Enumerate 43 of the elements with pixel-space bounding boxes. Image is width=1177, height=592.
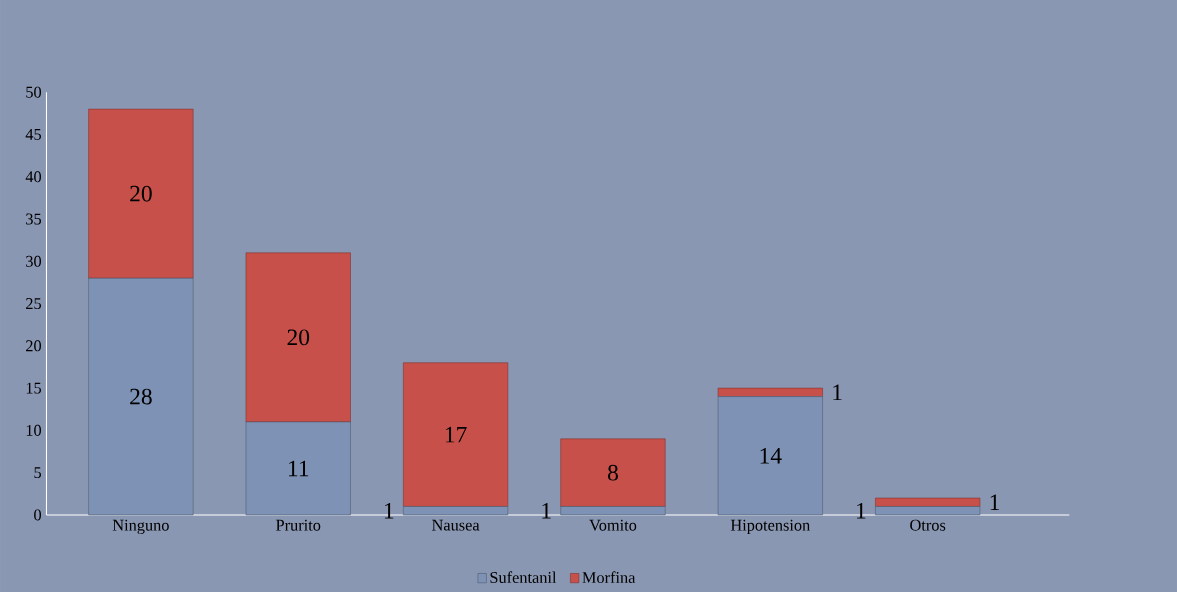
bar — [717, 396, 823, 516]
y-tick-label: 15 — [26, 382, 42, 394]
bar — [560, 438, 666, 507]
data-label: 14 — [760, 447, 782, 464]
bar — [717, 387, 823, 397]
x-tick-label: Vomito — [589, 519, 637, 531]
bar — [88, 108, 194, 279]
data-label: 17 — [445, 426, 467, 443]
data-label: 1 — [542, 502, 551, 519]
x-tick-label: Nausea — [432, 519, 480, 531]
bar — [403, 506, 509, 516]
data-label: 8 — [607, 464, 618, 481]
x-tick-label: Ninguno — [112, 519, 169, 534]
data-label: 1 — [857, 502, 866, 519]
data-label: 11 — [289, 460, 309, 477]
y-tick-label: 0 — [34, 509, 42, 521]
y-tick-label: 10 — [26, 424, 42, 436]
bar — [875, 497, 981, 507]
x-tick-label: Prurito — [276, 519, 321, 531]
y-tick-label: 30 — [26, 255, 42, 267]
data-label: 20 — [287, 329, 310, 346]
bar — [560, 506, 666, 516]
bar — [403, 362, 509, 507]
bar — [245, 421, 351, 516]
y-tick-label: 35 — [26, 213, 42, 225]
y-tick-label: 40 — [25, 171, 42, 183]
bar — [875, 506, 981, 516]
legend-label: Sufentanil — [490, 571, 557, 583]
data-label: 1 — [990, 494, 999, 510]
y-tick-label: 20 — [26, 340, 42, 352]
data-label: 1 — [833, 384, 842, 400]
y-tick-label: 25 — [26, 297, 42, 309]
y-tick-label: 5 — [34, 467, 42, 478]
y-tick-label: 45 — [25, 128, 42, 140]
data-label: 20 — [130, 185, 152, 202]
bar — [88, 277, 194, 516]
data-label: 28 — [130, 388, 152, 405]
x-tick-label: Otros — [910, 519, 946, 531]
bar — [245, 252, 351, 423]
legend-label: Morfina — [582, 571, 636, 583]
x-tick-label: Hipotension — [730, 519, 810, 534]
y-tick-label: 50 — [26, 86, 42, 98]
data-label: 1 — [384, 502, 394, 519]
